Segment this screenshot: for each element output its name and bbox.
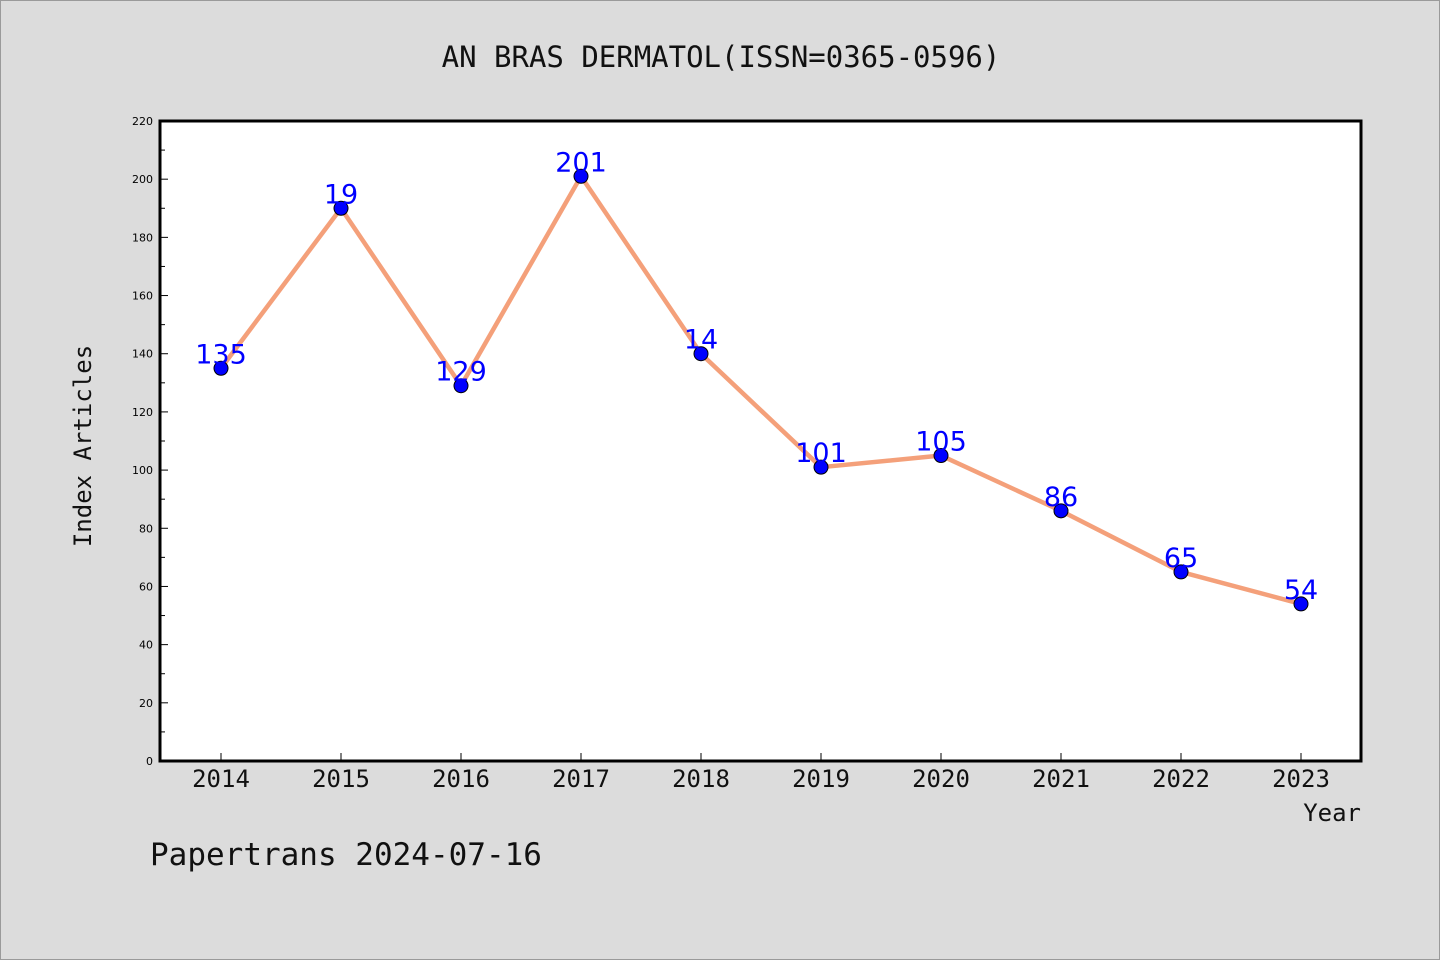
x-axis: 2014 2015 2016 2017 2018 2019 2020 2021 2022 2023 bbox=[192, 753, 1330, 793]
chart-title: AN BRAS DERMATOL(ISSN=0365-0596) bbox=[442, 40, 1001, 74]
x-tick-label: 2017 bbox=[552, 765, 610, 793]
data-point bbox=[813, 459, 829, 475]
y-tick-label: 220 bbox=[132, 115, 153, 128]
data-label: 201 bbox=[555, 147, 607, 178]
y-tick-label: 180 bbox=[132, 231, 153, 244]
y-tick-label: 140 bbox=[132, 348, 153, 361]
x-axis-label: Year bbox=[1303, 799, 1361, 827]
y-tick-label: 60 bbox=[139, 580, 153, 593]
x-tick-label: 2015 bbox=[312, 765, 370, 793]
x-tick-label: 2016 bbox=[432, 765, 490, 793]
y-tick-label: 120 bbox=[132, 406, 153, 419]
data-point bbox=[573, 168, 589, 184]
x-tick-label: 2021 bbox=[1032, 765, 1090, 793]
data-label: 14 bbox=[684, 325, 718, 356]
y-tick-label: 200 bbox=[132, 173, 153, 186]
y-axis-label: Index Articles bbox=[69, 345, 97, 547]
x-tick-label: 2019 bbox=[792, 765, 850, 793]
series-line bbox=[218, 174, 1304, 607]
data-label: 54 bbox=[1284, 575, 1318, 606]
data-point bbox=[1293, 596, 1309, 612]
data-point bbox=[333, 200, 349, 216]
y-tick-label: 160 bbox=[132, 290, 153, 303]
data-label: 19 bbox=[324, 179, 358, 210]
x-tick-label: 2014 bbox=[192, 765, 250, 793]
data-label: 65 bbox=[1164, 543, 1198, 574]
y-tick-label: 0 bbox=[146, 755, 153, 768]
data-point bbox=[453, 378, 469, 394]
series-layer: 135 19 129 201 14 101 105 86 65 54 bbox=[195, 147, 1318, 612]
data-point bbox=[693, 346, 709, 362]
x-tick-label: 2020 bbox=[912, 765, 970, 793]
y-tick-label: 20 bbox=[139, 697, 153, 710]
y-axis: 0 20 40 60 80 100 120 140 160 180 200 220 bbox=[132, 115, 168, 768]
x-tick-label: 2022 bbox=[1152, 765, 1210, 793]
data-label: 86 bbox=[1044, 482, 1078, 513]
plot-area bbox=[158, 119, 1363, 763]
x-tick-label: 2018 bbox=[672, 765, 730, 793]
x-tick-label: 2023 bbox=[1272, 765, 1330, 793]
data-label: 105 bbox=[915, 427, 967, 458]
data-label: 101 bbox=[795, 438, 847, 469]
y-tick-label: 40 bbox=[139, 639, 153, 652]
data-point bbox=[1173, 564, 1189, 580]
watermark-text: Papertrans 2024-07-16 bbox=[150, 837, 542, 873]
data-label: 129 bbox=[435, 357, 487, 388]
y-tick-label: 100 bbox=[132, 464, 153, 477]
data-point bbox=[213, 360, 229, 376]
y-tick-label: 80 bbox=[139, 522, 153, 535]
data-point bbox=[933, 448, 949, 464]
data-point bbox=[1053, 503, 1069, 519]
data-label: 135 bbox=[195, 339, 247, 370]
